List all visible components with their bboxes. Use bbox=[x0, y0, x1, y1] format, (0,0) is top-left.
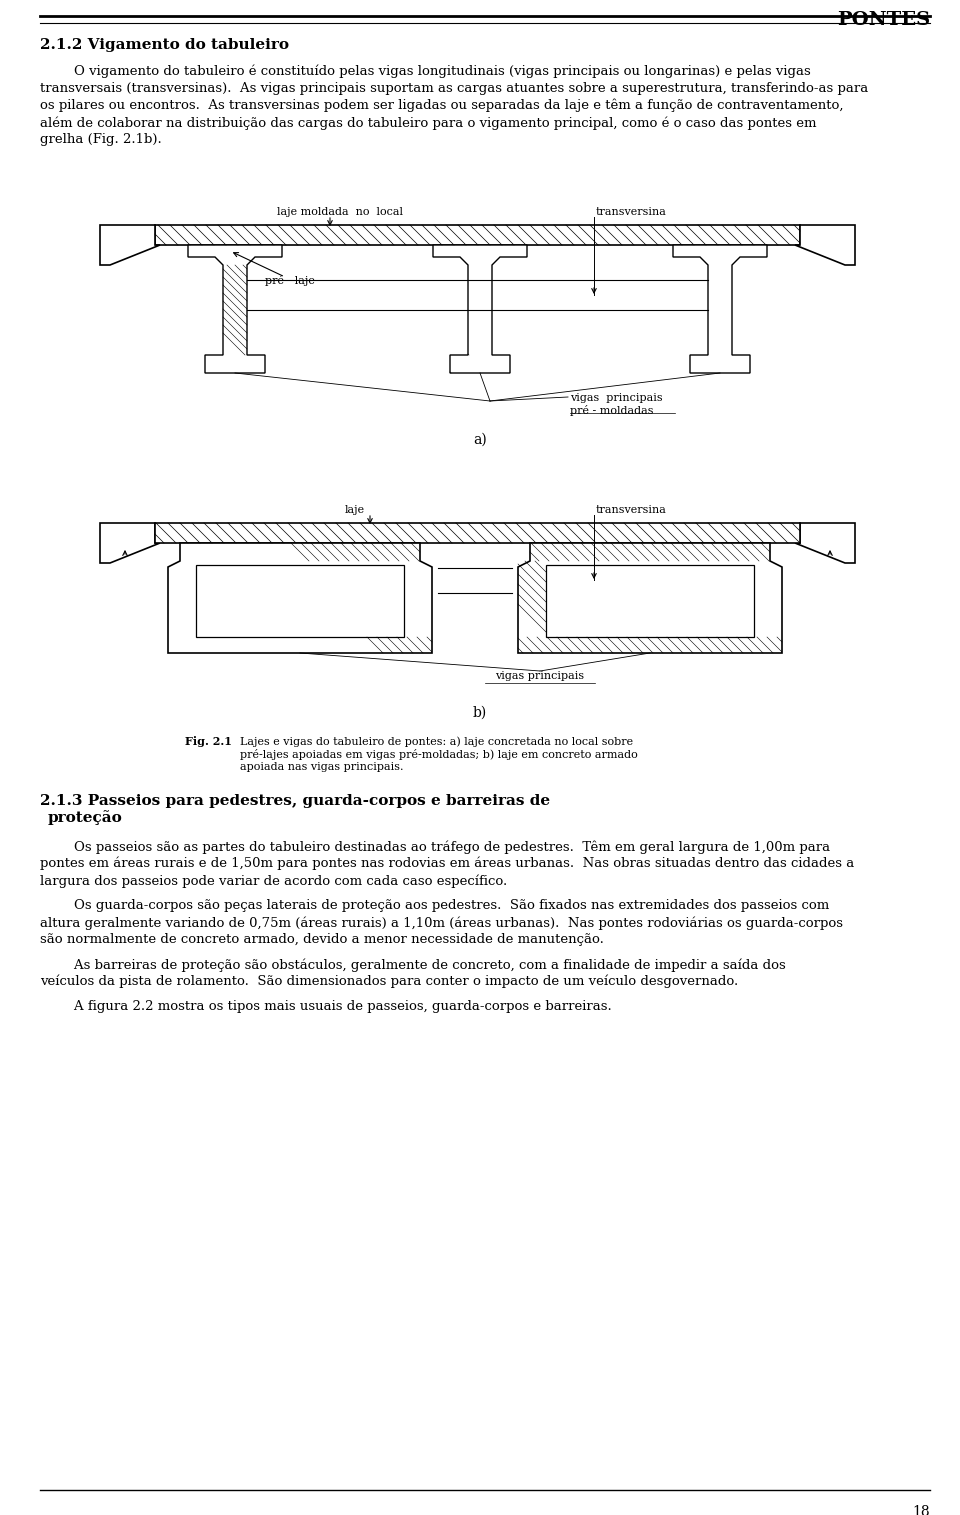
Text: proteção: proteção bbox=[48, 811, 123, 824]
Polygon shape bbox=[155, 226, 800, 245]
Polygon shape bbox=[168, 542, 432, 653]
Text: transversina: transversina bbox=[596, 504, 667, 515]
Polygon shape bbox=[518, 542, 782, 653]
Polygon shape bbox=[433, 245, 527, 373]
Text: vigas  principais
pré - moldadas: vigas principais pré - moldadas bbox=[570, 392, 662, 415]
Polygon shape bbox=[795, 523, 855, 564]
Polygon shape bbox=[673, 245, 767, 373]
Text: As barreiras de proteção são obstáculos, geralmente de concreto, com a finalidad: As barreiras de proteção são obstáculos,… bbox=[40, 957, 785, 971]
Text: 18: 18 bbox=[912, 1504, 930, 1515]
Text: A figura 2.2 mostra os tipos mais usuais de passeios, guarda-corpos e barreiras.: A figura 2.2 mostra os tipos mais usuais… bbox=[40, 1000, 612, 1014]
Polygon shape bbox=[546, 565, 754, 636]
Text: 2.1.3 Passeios para pedestres, guarda-corpos e barreiras de: 2.1.3 Passeios para pedestres, guarda-co… bbox=[40, 794, 550, 807]
Text: transversais (transversinas).  As vigas principais suportam as cargas atuantes s: transversais (transversinas). As vigas p… bbox=[40, 82, 868, 95]
Text: altura geralmente variando de 0,75m (áreas rurais) a 1,10m (áreas urbanas).  Nas: altura geralmente variando de 0,75m (áre… bbox=[40, 917, 843, 930]
Polygon shape bbox=[100, 226, 160, 265]
Text: PONTES: PONTES bbox=[837, 11, 930, 29]
Text: Os guarda-corpos são peças laterais de proteção aos pedestres.  São fixados nas : Os guarda-corpos são peças laterais de p… bbox=[40, 898, 829, 912]
Text: além de colaborar na distribuição das cargas do tabuleiro para o vigamento princ: além de colaborar na distribuição das ca… bbox=[40, 117, 817, 129]
Text: são normalmente de concreto armado, devido a menor necessidade de manutenção.: são normalmente de concreto armado, devi… bbox=[40, 933, 604, 945]
Text: pontes em áreas rurais e de 1,50m para pontes nas rodovias em áreas urbanas.  Na: pontes em áreas rurais e de 1,50m para p… bbox=[40, 857, 854, 871]
Text: O vigamento do tabuleiro é constituído pelas vigas longitudinais (vigas principa: O vigamento do tabuleiro é constituído p… bbox=[40, 65, 811, 79]
Text: largura dos passeios pode variar de acordo com cada caso específico.: largura dos passeios pode variar de acor… bbox=[40, 874, 507, 888]
Polygon shape bbox=[196, 565, 404, 636]
Text: vigas principais: vigas principais bbox=[495, 671, 585, 682]
Text: 2.1.2 Vigamento do tabuleiro: 2.1.2 Vigamento do tabuleiro bbox=[40, 38, 289, 52]
Text: transversina: transversina bbox=[596, 208, 667, 217]
Polygon shape bbox=[188, 245, 282, 373]
Text: Os passeios são as partes do tabuleiro destinadas ao tráfego de pedestres.  Têm : Os passeios são as partes do tabuleiro d… bbox=[40, 839, 830, 853]
Text: pré - laje: pré - laje bbox=[265, 276, 315, 286]
Polygon shape bbox=[795, 226, 855, 265]
Polygon shape bbox=[100, 523, 160, 564]
Text: Lajes e vigas do tabuleiro de pontes: a) laje concretada no local sobre: Lajes e vigas do tabuleiro de pontes: a)… bbox=[240, 736, 634, 747]
Text: laje: laje bbox=[345, 504, 365, 515]
Text: grelha (Fig. 2.1b).: grelha (Fig. 2.1b). bbox=[40, 133, 161, 145]
Text: os pilares ou encontros.  As transversinas podem ser ligadas ou separadas da laj: os pilares ou encontros. As transversina… bbox=[40, 98, 844, 112]
Text: laje moldada  no  local: laje moldada no local bbox=[277, 208, 403, 217]
Text: Fig. 2.1: Fig. 2.1 bbox=[185, 736, 232, 747]
Text: pré-lajes apoiadas em vigas pré-moldadas; b) laje em concreto armado: pré-lajes apoiadas em vigas pré-moldadas… bbox=[240, 748, 637, 761]
Text: apoiada nas vigas principais.: apoiada nas vigas principais. bbox=[240, 762, 403, 773]
Polygon shape bbox=[155, 523, 800, 542]
Text: b): b) bbox=[473, 706, 487, 720]
Text: a): a) bbox=[473, 433, 487, 447]
Text: veículos da pista de rolamento.  São dimensionados para conter o impacto de um v: veículos da pista de rolamento. São dime… bbox=[40, 976, 738, 988]
